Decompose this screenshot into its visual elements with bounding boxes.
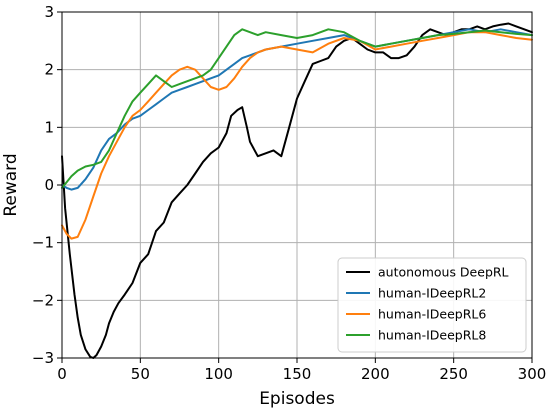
- y-tick-label: 1: [44, 118, 54, 136]
- legend-label-1: autonomous DeepRL: [378, 265, 509, 280]
- x-axis-label: Episodes: [259, 389, 335, 409]
- x-tick-label: 100: [204, 365, 233, 383]
- x-tick-label: 150: [283, 365, 312, 383]
- y-tick-label: 2: [44, 61, 54, 79]
- legend-label-3: human-IDeepRL6: [378, 307, 486, 322]
- legend-box: [337, 257, 527, 353]
- x-tick-label: 300: [518, 365, 547, 383]
- x-tick-label: 200: [361, 365, 390, 383]
- y-tick-label: −2: [32, 291, 54, 309]
- legend-label-4: human-IDeepRL8: [378, 328, 486, 343]
- series-line-3: [61, 31, 533, 240]
- y-tick-label: 0: [44, 176, 54, 194]
- y-axis-label: Reward: [1, 153, 21, 216]
- legend: autonomous DeepRL human-IDeepRL2 human-IDe…: [337, 257, 527, 353]
- y-tick-label: −3: [32, 349, 54, 367]
- y-tick-label: 3: [44, 3, 54, 21]
- legend-label-2: human-IDeepRL2: [378, 286, 486, 301]
- y-tick-label: −1: [32, 234, 54, 252]
- axis-ticks: 0 50 100 150 200 250 300 −3 −2 −1 0 1 2 3: [32, 3, 546, 383]
- x-tick-label: 250: [439, 365, 468, 383]
- x-tick-label: 50: [131, 365, 150, 383]
- series-line-4: [61, 28, 533, 189]
- plot-area: [61, 22, 533, 359]
- x-tick-label: 0: [57, 365, 67, 383]
